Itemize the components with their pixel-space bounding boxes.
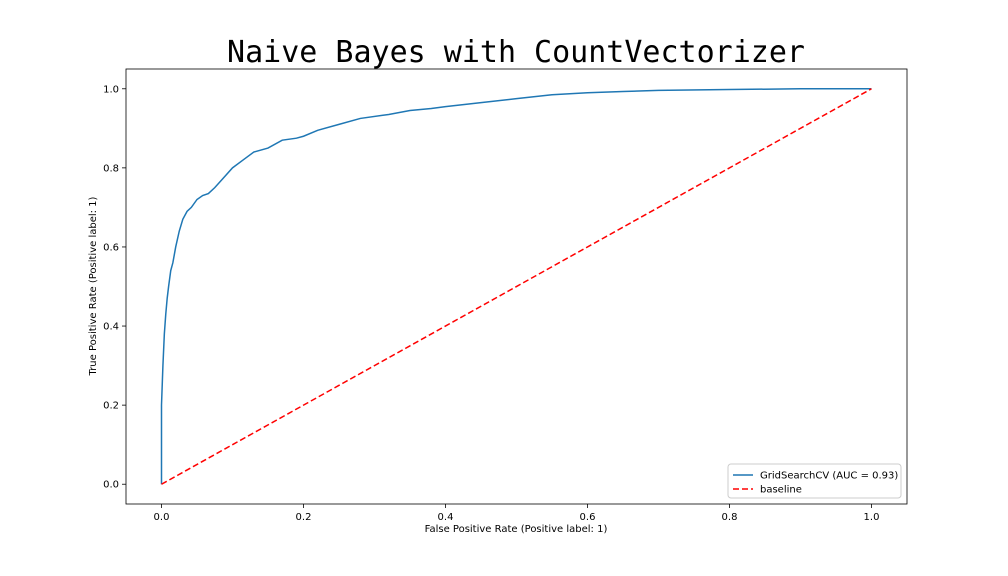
legend-box bbox=[727, 463, 902, 499]
y-tick-label: 1.0 bbox=[103, 84, 119, 95]
x-axis: 0.0 0.2 0.4 0.6 0.8 1.0 bbox=[154, 504, 880, 523]
y-tick-label: 0.8 bbox=[103, 163, 119, 174]
y-tick-label: 0.4 bbox=[103, 322, 119, 333]
legend-label: GridSearchCV (AUC = 0.93) bbox=[760, 471, 898, 482]
x-tick-label: 0.8 bbox=[722, 512, 738, 523]
x-tick-label: 1.0 bbox=[864, 512, 880, 523]
y-tick-label: 0.2 bbox=[103, 401, 119, 412]
legend: GridSearchCV (AUC = 0.93) baseline bbox=[727, 463, 902, 499]
x-axis-label: False Positive Rate (Positive label: 1) bbox=[425, 524, 608, 535]
x-tick-label: 0.0 bbox=[154, 512, 170, 523]
x-tick-label: 0.4 bbox=[438, 512, 454, 523]
y-tick-label: 0.0 bbox=[103, 480, 119, 491]
y-axis: 0.0 0.2 0.4 0.6 0.8 1.0 bbox=[103, 84, 126, 491]
series-line-baseline bbox=[161, 88, 872, 485]
plot-area bbox=[125, 68, 908, 505]
series-line-roc-curve bbox=[160, 88, 872, 485]
plot-frame bbox=[125, 68, 908, 505]
y-axis-label: True Positive Rate (Positive label: 1) bbox=[88, 196, 99, 376]
legend-label: baseline bbox=[760, 485, 802, 496]
x-tick-label: 0.2 bbox=[296, 512, 312, 523]
chart-title: Naive Bayes with CountVectorizer bbox=[227, 35, 805, 70]
x-tick-label: 0.6 bbox=[580, 512, 596, 523]
y-tick-label: 0.6 bbox=[103, 242, 119, 253]
